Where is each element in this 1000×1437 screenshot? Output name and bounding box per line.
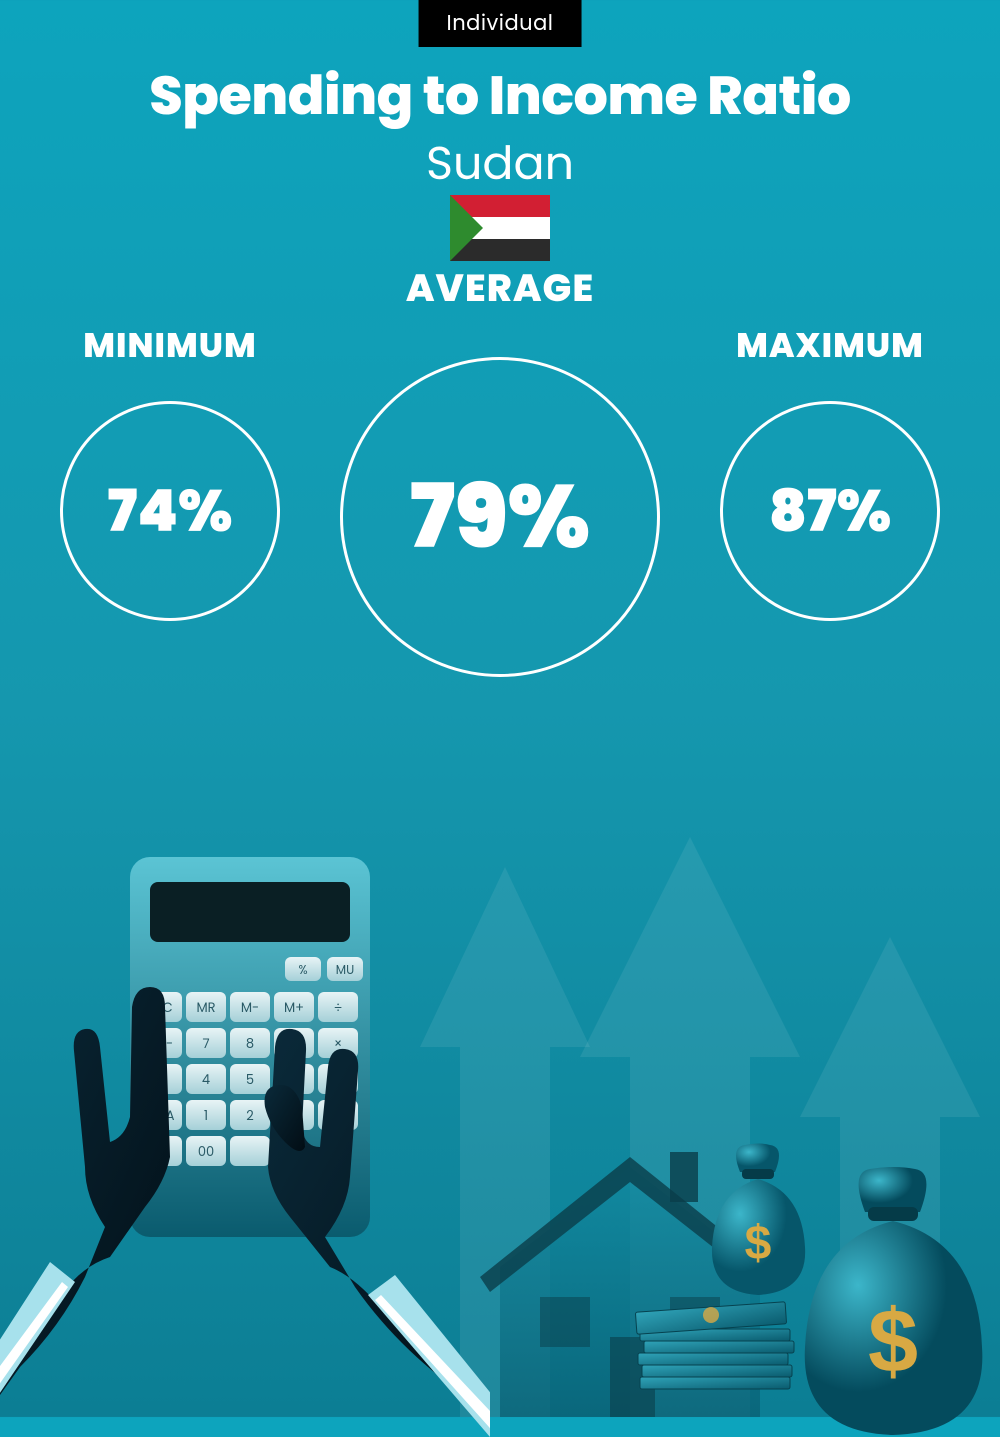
stat-value-maximum: 87% [769, 468, 891, 555]
stats-row: MINIMUM 74% AVERAGE 79% MAXIMUM 87% [0, 320, 1000, 677]
moneybag-icon: $ [790, 1157, 1000, 1437]
stat-minimum: MINIMUM 74% [60, 320, 280, 621]
bottom-illustration: $ $ % MU [0, 797, 1000, 1417]
stat-maximum: MAXIMUM 87% [720, 320, 940, 621]
country-name: Sudan [0, 130, 1000, 199]
svg-text:$: $ [868, 1292, 918, 1392]
stat-value-minimum: 74% [108, 468, 233, 555]
country-flag-icon [450, 195, 550, 261]
stat-label-maximum: MAXIMUM [736, 320, 924, 371]
category-badge: Individual [419, 0, 582, 47]
stat-label-average: AVERAGE [406, 260, 594, 317]
page-title: Spending to Income Ratio [0, 55, 1000, 136]
svg-text:$: $ [745, 1217, 772, 1270]
hands-icon [0, 917, 490, 1437]
stat-value-average: 79% [410, 451, 590, 583]
badge-text: Individual [447, 9, 554, 38]
stat-circle-maximum: 87% [720, 401, 940, 621]
stat-circle-minimum: 74% [60, 401, 280, 621]
stat-circle-average: 79% [340, 357, 660, 677]
stat-average: AVERAGE 79% [340, 260, 660, 677]
stat-label-minimum: MINIMUM [83, 320, 257, 371]
